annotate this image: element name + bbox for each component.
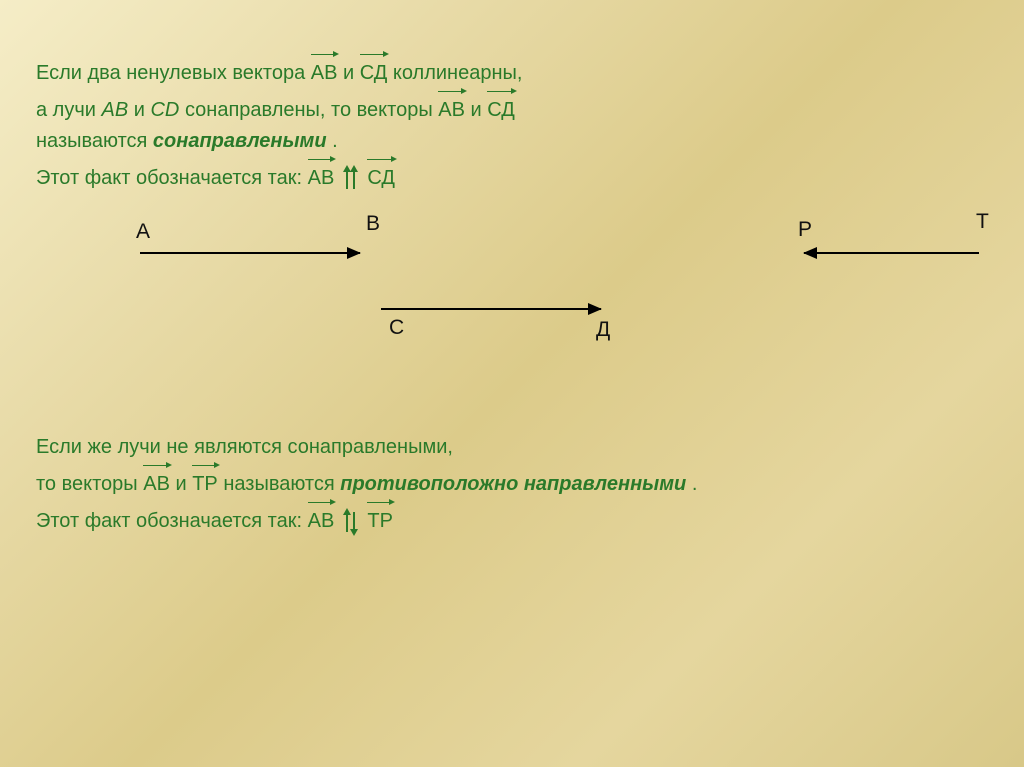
- vector-CD: СД: [360, 52, 388, 89]
- text: Этот факт обозначается так:: [36, 510, 308, 532]
- ray-CD: СD: [150, 99, 179, 121]
- label-A: А: [136, 220, 150, 244]
- paragraph-2: Если же лучи не являются сонаправлеными,…: [36, 432, 992, 537]
- label-C: С: [389, 316, 404, 340]
- paragraph-1: Если два ненулевых вектора АВ и СД колли…: [36, 52, 992, 194]
- vector-TP: ТР: [367, 500, 393, 537]
- label-P: Р: [798, 218, 812, 242]
- text: Этот факт обозначается так:: [36, 167, 308, 189]
- vector-CD: СД: [367, 157, 395, 194]
- text: и: [343, 62, 360, 84]
- text: Если два ненулевых вектора: [36, 62, 311, 84]
- text: то векторы: [36, 473, 143, 495]
- text: называются: [223, 473, 340, 495]
- text: и: [134, 99, 151, 121]
- vector-AB: АВ: [311, 52, 338, 89]
- vector-AB: АВ: [438, 89, 465, 126]
- text: Если же лучи не являются сонаправлеными,: [36, 436, 453, 458]
- arrow-AB-icon: [140, 252, 360, 254]
- label-T: Т: [976, 210, 989, 234]
- codirectional-symbol-icon: [342, 167, 360, 191]
- vector-diagram: А В С Д Р Т: [36, 212, 992, 362]
- vector-AB: АВ: [143, 463, 170, 500]
- text: .: [332, 130, 338, 152]
- text: коллинеарны,: [393, 62, 523, 84]
- text: .: [692, 473, 698, 495]
- term-oppositely-directed: противоположно направленными: [340, 473, 686, 495]
- text: и: [471, 99, 488, 121]
- vector-CD: СД: [487, 89, 515, 126]
- vector-AB: АВ: [308, 157, 335, 194]
- arrow-CD-icon: [381, 308, 601, 310]
- vector-TP: ТР: [192, 463, 218, 500]
- text: сонаправлены, то векторы: [185, 99, 438, 121]
- term-codirectional: сонаправлеными: [153, 130, 327, 152]
- opposite-direction-symbol-icon: [342, 510, 360, 534]
- arrow-TP-icon: [804, 252, 979, 254]
- vector-AB: АВ: [308, 500, 335, 537]
- text: и: [175, 473, 192, 495]
- label-D: Д: [596, 318, 610, 342]
- ray-AB: АВ: [102, 99, 129, 121]
- text: а лучи: [36, 99, 102, 121]
- label-B: В: [366, 212, 380, 236]
- text: называются: [36, 130, 153, 152]
